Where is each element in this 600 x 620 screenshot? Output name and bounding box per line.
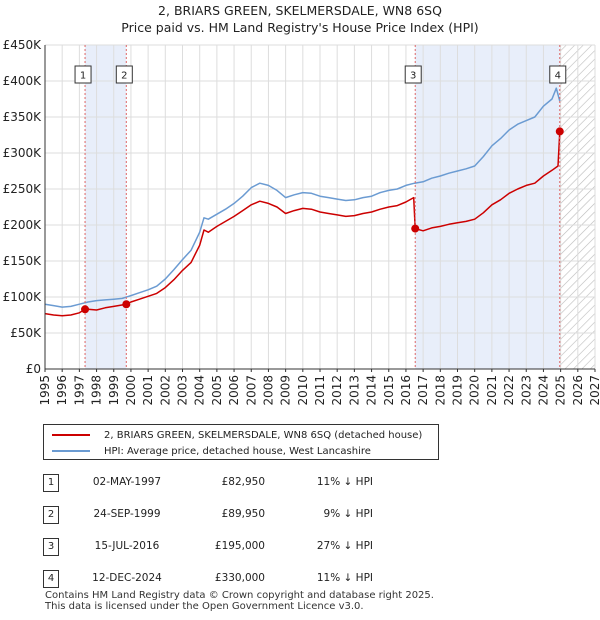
row-hpi: 11% ↓ HPI (316, 476, 373, 488)
x-tick-label: 2016 (399, 375, 413, 406)
row-number-badge: 3 (43, 538, 59, 556)
sale-marker-box-3 (404, 65, 422, 84)
legend-item-property: 2, BRIARS GREEN, SKELMERSDALE, WN8 6SQ (… (52, 427, 422, 443)
title-line-1: 2, BRIARS GREEN, SKELMERSDALE, WN8 6SQ (158, 3, 442, 18)
row-price: £195,000 (214, 540, 265, 552)
row-number-badge: 1 (43, 474, 59, 492)
x-tick-label: 2018 (433, 375, 447, 406)
legend-label-hpi: HPI: Average price, detached house, West… (104, 445, 371, 457)
sale-marker-box-4 (549, 65, 567, 84)
y-tick-label: £450K (3, 38, 43, 52)
y-tick-label: £350K (3, 110, 43, 124)
x-tick-label: 1997 (72, 375, 86, 406)
row-hpi: 9% ↓ HPI (323, 508, 373, 520)
x-tick-label: 2007 (244, 375, 258, 406)
x-tick-label: 2001 (141, 375, 155, 406)
shaded-period-1 (85, 45, 127, 369)
sale-point-3 (411, 224, 420, 233)
sale-marker-label-1: 1 (80, 71, 86, 82)
x-tick-label: 2013 (347, 375, 361, 406)
x-tick-label: 2004 (193, 375, 207, 406)
x-tick-label: 2025 (554, 375, 568, 406)
y-tick-label: £250K (3, 182, 43, 196)
y-tick-label: £100K (3, 290, 43, 304)
x-tick-label: 2026 (571, 375, 585, 406)
legend-item-hpi: HPI: Average price, detached house, West… (52, 443, 371, 459)
x-tick-label: 2020 (468, 375, 482, 406)
sale-marker-label-2: 2 (121, 71, 127, 82)
row-price: £82,950 (221, 476, 265, 488)
y-tick-label: £150K (3, 254, 43, 268)
footer-line-2: This data is licensed under the Open Gov… (45, 601, 364, 612)
sale-marker-box-1 (74, 65, 92, 84)
title-line-2: Price paid vs. HM Land Registry's House … (121, 20, 479, 35)
sale-point-2 (122, 300, 131, 309)
x-tick-label: 2003 (176, 375, 190, 406)
row-date: 12-DEC-2024 (92, 572, 162, 584)
footer-line-1: Contains HM Land Registry data © Crown c… (45, 590, 434, 601)
sale-point-4 (555, 127, 564, 136)
legend-swatch-property (52, 434, 90, 436)
table-row: 4 12-DEC-2024 £330,000 11% ↓ HPI (43, 570, 583, 590)
x-tick-label: 2015 (382, 375, 396, 406)
x-tick-label: 1995 (38, 375, 52, 406)
row-hpi: 11% ↓ HPI (316, 572, 373, 584)
x-tick-label: 2009 (279, 375, 293, 406)
x-tick-label: 2027 (588, 375, 600, 406)
x-tick-label: 2024 (536, 375, 550, 406)
price-chart: 1 2 3 4 £0 £50K £100K £150K £200K £250K £300K £350… (3, 38, 600, 406)
x-tick-label: 2012 (330, 375, 344, 406)
x-tick-label: 1996 (55, 375, 69, 406)
x-tick-label: 2000 (124, 375, 138, 406)
x-tick-label: 2021 (485, 375, 499, 406)
row-date: 15-JUL-2016 (94, 540, 160, 552)
legend-swatch-hpi (52, 450, 90, 452)
row-hpi: 27% ↓ HPI (316, 540, 373, 552)
row-number-badge: 2 (43, 506, 59, 524)
table-row: 1 02-MAY-1997 £82,950 11% ↓ HPI (43, 474, 583, 494)
x-tick-label: 2017 (416, 375, 430, 406)
y-tick-label: £0 (26, 362, 41, 376)
x-tick-label: 2011 (313, 375, 327, 406)
sale-marker-box-2 (115, 65, 133, 84)
x-tick-label: 2008 (261, 375, 275, 406)
x-tick-label: 1999 (107, 375, 121, 406)
footer-attribution: Contains HM Land Registry data © Crown c… (45, 590, 434, 612)
shaded-period-2 (415, 45, 560, 369)
x-tick-label: 2006 (227, 375, 241, 406)
row-date: 02-MAY-1997 (92, 476, 162, 488)
x-tick-label: 2022 (502, 375, 516, 406)
y-tick-label: £400K (3, 74, 43, 88)
x-tick-label: 2005 (210, 375, 224, 406)
row-number-badge: 4 (43, 570, 59, 588)
x-tick-label: 2019 (451, 375, 465, 406)
legend-label-property: 2, BRIARS GREEN, SKELMERSDALE, WN8 6SQ (… (104, 429, 423, 441)
y-tick-label: £50K (10, 326, 42, 340)
sale-marker-label-4: 4 (555, 71, 561, 82)
y-tick-label: £200K (3, 218, 43, 232)
x-tick-label: 2002 (158, 375, 172, 406)
y-tick-label: £300K (3, 146, 43, 160)
x-tick-label: 2023 (519, 375, 533, 406)
row-date: 24-SEP-1999 (93, 508, 161, 520)
sale-point-1 (81, 305, 90, 314)
table-row: 3 15-JUL-2016 £195,000 27% ↓ HPI (43, 538, 583, 558)
legend: 2, BRIARS GREEN, SKELMERSDALE, WN8 6SQ (… (43, 424, 439, 460)
chart-title: 2, BRIARS GREEN, SKELMERSDALE, WN8 6SQ P… (0, 2, 600, 36)
table-row: 2 24-SEP-1999 £89,950 9% ↓ HPI (43, 506, 583, 526)
sale-marker-label-3: 3 (410, 71, 416, 82)
x-tick-label: 2014 (365, 375, 379, 406)
hpi-line (44, 87, 561, 308)
x-tick-label: 1998 (90, 375, 104, 406)
x-tick-label: 2010 (296, 375, 310, 406)
row-price: £89,950 (221, 508, 265, 520)
row-price: £330,000 (214, 572, 265, 584)
